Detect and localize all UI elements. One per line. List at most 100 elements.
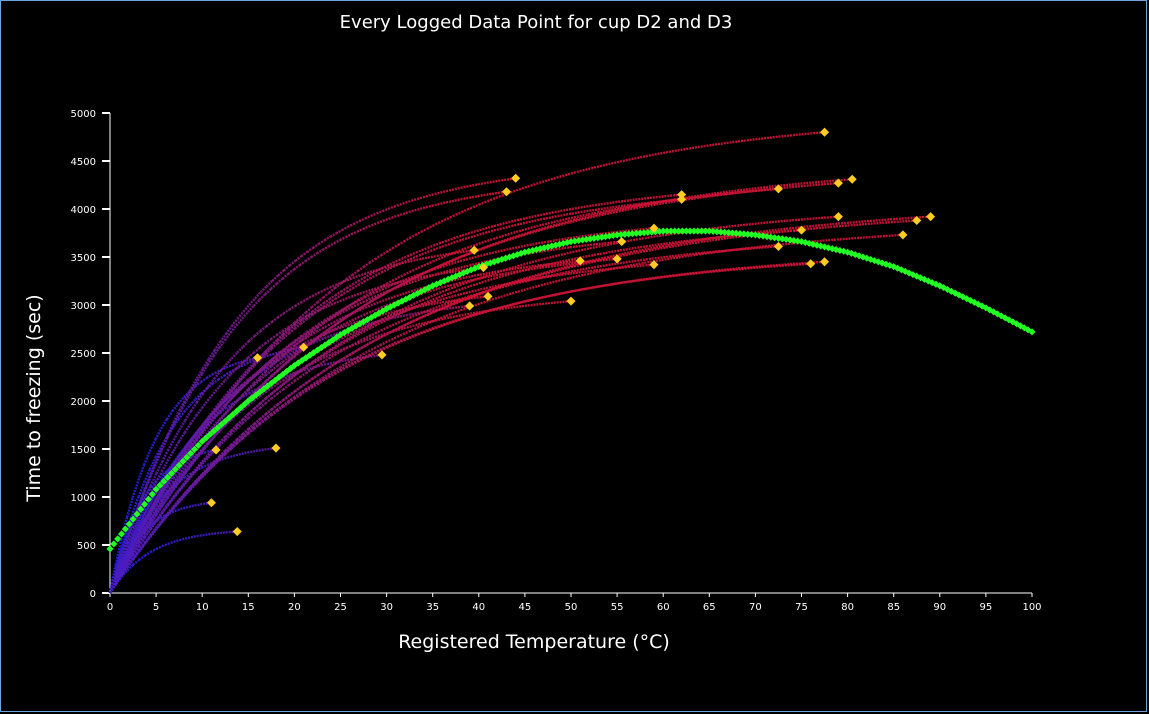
series-segment	[739, 223, 747, 227]
series-segment	[554, 253, 562, 258]
series-segment	[329, 332, 337, 337]
series-segment	[132, 520, 141, 535]
series-segment	[651, 243, 658, 247]
series-segment	[241, 404, 250, 411]
series-segment	[552, 247, 559, 251]
series-segment	[670, 242, 677, 246]
series-segment	[398, 307, 406, 312]
series-segment	[195, 407, 203, 417]
series-segment	[641, 204, 648, 209]
series-segment	[681, 240, 689, 245]
series-segment	[690, 253, 697, 257]
series-segment	[766, 231, 773, 235]
series-segment	[638, 261, 645, 266]
series-segment	[405, 199, 412, 204]
series-segment	[807, 227, 814, 231]
series-segment	[577, 205, 584, 210]
series-segment	[680, 272, 687, 276]
series-segment	[190, 534, 197, 539]
series-segment	[421, 296, 429, 302]
series-segment	[570, 170, 578, 175]
series-segment	[612, 241, 619, 245]
series-segment	[543, 270, 550, 275]
series-segment	[190, 479, 198, 488]
series-segment	[501, 192, 509, 197]
series-segment	[736, 247, 743, 251]
series-segment	[726, 267, 733, 271]
series-segment	[469, 183, 476, 188]
series-segment	[201, 454, 210, 463]
series-segment	[547, 293, 554, 298]
fit-point	[240, 400, 248, 408]
series-segment	[189, 401, 198, 412]
series-segment	[224, 357, 233, 366]
endpoint-marker	[898, 230, 908, 240]
series-segment	[714, 268, 721, 272]
series-segment	[368, 289, 376, 295]
series-segment	[807, 132, 814, 135]
series-segment	[201, 463, 208, 469]
series-segment	[184, 536, 192, 540]
series-segment	[432, 242, 440, 247]
series-segment	[457, 186, 464, 190]
series-segment	[363, 341, 371, 348]
series-segment	[716, 226, 723, 230]
series-segment	[328, 287, 336, 294]
series-segment	[160, 460, 169, 473]
series-segment	[497, 283, 504, 287]
series-segment	[484, 278, 491, 283]
series-segment	[543, 240, 551, 244]
series-segment	[333, 320, 341, 327]
series-segment	[537, 257, 544, 262]
series-segment	[350, 230, 358, 236]
series-segment	[726, 236, 733, 240]
fit-point	[233, 407, 241, 415]
series-segment	[433, 298, 441, 303]
series-segment	[161, 542, 169, 548]
series-segment	[420, 276, 427, 281]
series-segment	[258, 370, 267, 379]
series-segment	[300, 251, 308, 258]
series-segment	[582, 254, 589, 259]
series-segment	[438, 244, 446, 249]
series-segment	[391, 313, 399, 319]
series-segment	[242, 392, 250, 398]
series-segment	[766, 136, 773, 140]
series-segment	[485, 288, 492, 293]
series-segment	[444, 242, 452, 247]
series-segment	[374, 306, 382, 312]
series-segment	[607, 231, 614, 235]
series-segment	[495, 275, 503, 280]
series-segment	[765, 185, 772, 189]
series-segment	[340, 355, 348, 361]
series-segment	[338, 315, 346, 321]
series-segment	[409, 233, 416, 240]
series-segment	[408, 280, 416, 285]
series-segment	[310, 301, 319, 309]
series-segment	[374, 285, 382, 292]
series-segment	[120, 538, 129, 557]
series-segment	[571, 206, 578, 211]
series-segment	[518, 304, 526, 308]
series-segment	[178, 398, 187, 412]
series-segment	[281, 349, 289, 356]
series-segment	[132, 558, 140, 566]
series-segment	[455, 281, 462, 286]
series-segment	[172, 441, 180, 452]
series-segment	[414, 303, 422, 308]
series-segment	[131, 542, 140, 553]
series-segment	[705, 194, 712, 199]
series-segment	[241, 432, 249, 440]
series-segment	[768, 187, 775, 191]
series-segment	[611, 207, 618, 212]
series-segment	[409, 314, 416, 319]
series-segment	[264, 361, 272, 369]
series-segment	[379, 291, 387, 298]
series-segment	[560, 208, 567, 213]
series-segment	[443, 260, 450, 266]
series-segment	[340, 338, 348, 344]
series-segment	[293, 340, 301, 347]
series-segment	[606, 206, 613, 210]
series-segment	[472, 282, 480, 287]
series-segment	[282, 308, 290, 315]
